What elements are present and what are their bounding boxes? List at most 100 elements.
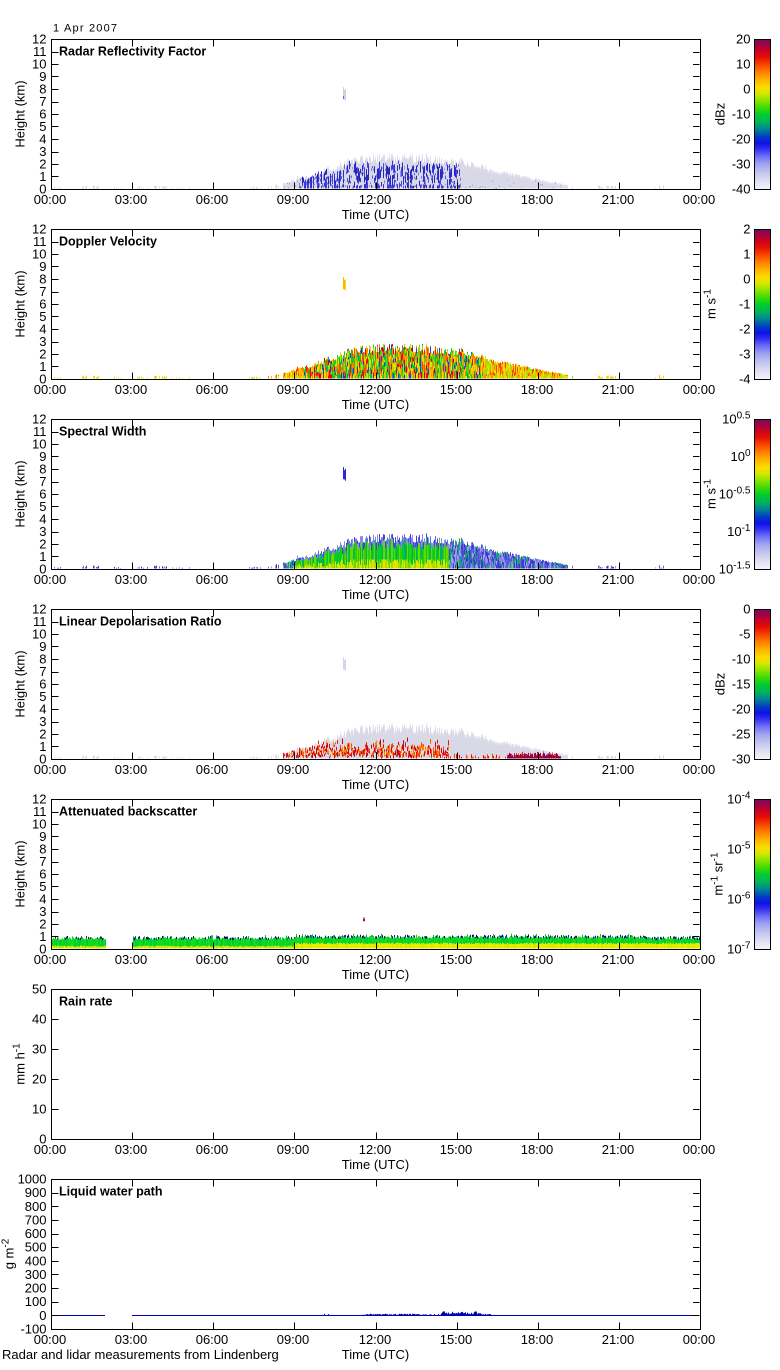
svg-text:10: 10 bbox=[32, 1102, 46, 1117]
svg-text:2: 2 bbox=[39, 727, 46, 742]
svg-text:11: 11 bbox=[33, 234, 47, 249]
svg-text:Time (UTC): Time (UTC) bbox=[342, 397, 409, 412]
svg-text:9: 9 bbox=[39, 449, 46, 464]
svg-text:21:00: 21:00 bbox=[602, 1142, 635, 1157]
svg-text:6: 6 bbox=[39, 107, 46, 122]
svg-text:4: 4 bbox=[39, 132, 46, 147]
svg-text:06:00: 06:00 bbox=[196, 572, 229, 587]
svg-text:11: 11 bbox=[33, 614, 47, 629]
svg-text:Time (UTC): Time (UTC) bbox=[342, 1347, 409, 1362]
svg-text:12: 12 bbox=[32, 602, 46, 617]
svg-text:4: 4 bbox=[39, 322, 46, 337]
svg-text:06:00: 06:00 bbox=[196, 952, 229, 967]
svg-text:00:00: 00:00 bbox=[34, 382, 67, 397]
svg-text:1: 1 bbox=[743, 247, 750, 262]
svg-text:00:00: 00:00 bbox=[683, 1332, 716, 1347]
svg-text:10: 10 bbox=[736, 57, 750, 72]
svg-text:4: 4 bbox=[39, 512, 46, 527]
svg-text:0: 0 bbox=[39, 752, 46, 767]
svg-text:12: 12 bbox=[32, 412, 46, 427]
svg-text:800: 800 bbox=[25, 1199, 47, 1214]
svg-text:4: 4 bbox=[39, 892, 46, 907]
svg-text:-3: -3 bbox=[739, 347, 751, 362]
svg-text:4: 4 bbox=[39, 702, 46, 717]
svg-text:5: 5 bbox=[39, 879, 46, 894]
svg-text:06:00: 06:00 bbox=[196, 1332, 229, 1347]
svg-text:-5: -5 bbox=[739, 627, 751, 642]
svg-text:0: 0 bbox=[743, 82, 750, 97]
svg-text:10: 10 bbox=[32, 247, 46, 262]
svg-text:8: 8 bbox=[39, 652, 46, 667]
svg-text:20: 20 bbox=[32, 1072, 46, 1087]
svg-text:15:00: 15:00 bbox=[440, 762, 473, 777]
svg-text:1: 1 bbox=[39, 739, 46, 754]
svg-text:3: 3 bbox=[39, 904, 46, 919]
svg-text:00:00: 00:00 bbox=[683, 572, 716, 587]
svg-text:21:00: 21:00 bbox=[602, 382, 635, 397]
svg-text:7: 7 bbox=[39, 284, 46, 299]
svg-text:dBz: dBz bbox=[713, 103, 728, 125]
svg-text:15:00: 15:00 bbox=[440, 572, 473, 587]
svg-text:Height (km): Height (km) bbox=[13, 840, 28, 907]
svg-text:5: 5 bbox=[39, 499, 46, 514]
svg-text:1: 1 bbox=[39, 169, 46, 184]
svg-text:Time (UTC): Time (UTC) bbox=[342, 587, 409, 602]
svg-text:5: 5 bbox=[39, 309, 46, 324]
svg-text:06:00: 06:00 bbox=[196, 192, 229, 207]
svg-text:-20: -20 bbox=[732, 702, 751, 717]
svg-text:7: 7 bbox=[39, 94, 46, 109]
svg-text:11: 11 bbox=[33, 44, 47, 59]
svg-text:09:00: 09:00 bbox=[277, 762, 310, 777]
svg-text:6: 6 bbox=[39, 867, 46, 882]
svg-text:12:00: 12:00 bbox=[359, 382, 392, 397]
svg-text:0: 0 bbox=[743, 602, 750, 617]
svg-text:Height (km): Height (km) bbox=[13, 80, 28, 147]
svg-text:00:00: 00:00 bbox=[34, 1332, 67, 1347]
svg-text:5: 5 bbox=[39, 689, 46, 704]
svg-text:9: 9 bbox=[39, 259, 46, 274]
svg-text:18:00: 18:00 bbox=[521, 762, 554, 777]
svg-text:0: 0 bbox=[39, 372, 46, 387]
svg-text:0: 0 bbox=[39, 1132, 46, 1147]
svg-text:00:00: 00:00 bbox=[34, 1142, 67, 1157]
svg-text:12:00: 12:00 bbox=[359, 572, 392, 587]
svg-text:18:00: 18:00 bbox=[521, 1142, 554, 1157]
svg-text:500: 500 bbox=[25, 1240, 47, 1255]
svg-text:03:00: 03:00 bbox=[115, 1142, 148, 1157]
svg-text:12:00: 12:00 bbox=[359, 1332, 392, 1347]
svg-text:400: 400 bbox=[25, 1253, 47, 1268]
svg-text:Height (km): Height (km) bbox=[13, 460, 28, 527]
svg-text:09:00: 09:00 bbox=[277, 1332, 310, 1347]
svg-text:6: 6 bbox=[39, 487, 46, 502]
svg-text:7: 7 bbox=[39, 474, 46, 489]
svg-text:18:00: 18:00 bbox=[521, 952, 554, 967]
svg-text:21:00: 21:00 bbox=[602, 192, 635, 207]
svg-text:Time (UTC): Time (UTC) bbox=[342, 777, 409, 792]
svg-text:12: 12 bbox=[32, 32, 46, 47]
svg-text:-1: -1 bbox=[739, 297, 751, 312]
svg-text:00:00: 00:00 bbox=[34, 192, 67, 207]
svg-text:Height (km): Height (km) bbox=[13, 650, 28, 717]
svg-text:30: 30 bbox=[32, 1042, 46, 1057]
svg-text:03:00: 03:00 bbox=[115, 1332, 148, 1347]
svg-text:18:00: 18:00 bbox=[521, 382, 554, 397]
svg-text:600: 600 bbox=[25, 1226, 47, 1241]
svg-text:20: 20 bbox=[736, 32, 750, 47]
svg-text:03:00: 03:00 bbox=[115, 952, 148, 967]
svg-text:12:00: 12:00 bbox=[359, 952, 392, 967]
svg-text:3: 3 bbox=[39, 334, 46, 349]
svg-text:Time (UTC): Time (UTC) bbox=[342, 1157, 409, 1172]
svg-text:1000: 1000 bbox=[18, 1172, 47, 1187]
svg-text:50: 50 bbox=[32, 982, 46, 997]
svg-text:3: 3 bbox=[39, 524, 46, 539]
svg-text:Linear Depolarisation Ratio: Linear Depolarisation Ratio bbox=[59, 615, 222, 629]
svg-text:15:00: 15:00 bbox=[440, 382, 473, 397]
svg-text:2: 2 bbox=[39, 157, 46, 172]
svg-text:100: 100 bbox=[25, 1294, 47, 1309]
svg-text:06:00: 06:00 bbox=[196, 1142, 229, 1157]
svg-text:15:00: 15:00 bbox=[440, 1142, 473, 1157]
svg-text:21:00: 21:00 bbox=[602, 572, 635, 587]
svg-text:2: 2 bbox=[39, 537, 46, 552]
svg-text:10: 10 bbox=[32, 57, 46, 72]
svg-text:Attenuated backscatter: Attenuated backscatter bbox=[59, 805, 197, 819]
